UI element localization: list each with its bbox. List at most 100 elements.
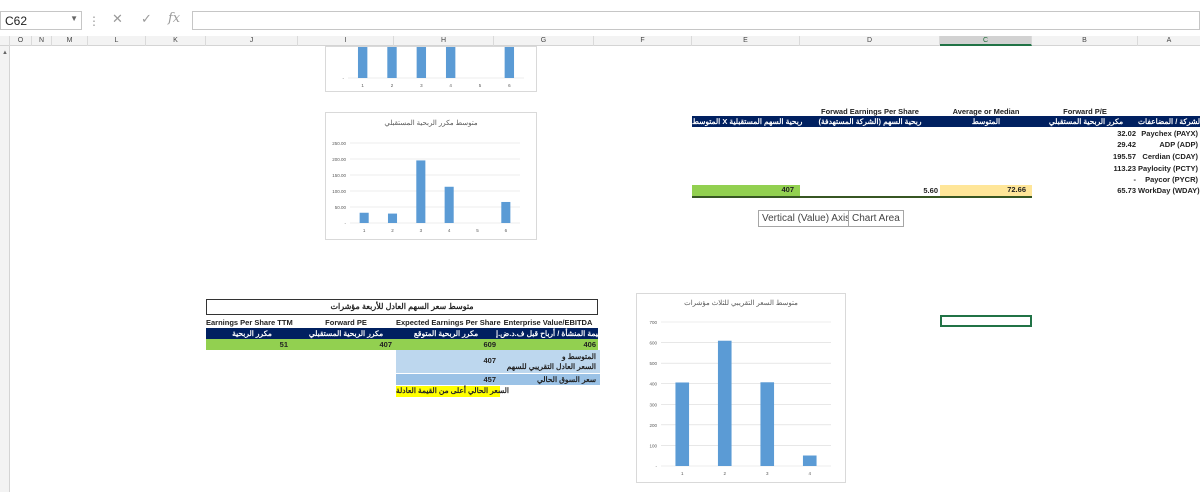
market-row	[396, 374, 600, 385]
chart-bar[interactable]	[760, 382, 775, 466]
y-tick-label: -	[345, 221, 347, 226]
x-tick-label: 4	[449, 83, 452, 88]
enter-icon[interactable]: ✓	[141, 11, 152, 26]
fair-value-title: متوسط سعر السهم العادل للأربعة مؤشرات	[206, 299, 598, 315]
more-options-icon[interactable]: ⋮	[88, 14, 100, 28]
product-value: 407	[692, 185, 800, 196]
select-all-corner[interactable]	[0, 36, 10, 46]
chevron-down-icon[interactable]: ▼	[70, 14, 78, 23]
chart-bar[interactable]	[416, 47, 427, 78]
x-tick-label: 2	[391, 83, 394, 88]
company-value: 195.57	[1113, 152, 1136, 161]
column-header-l[interactable]: L	[88, 36, 146, 46]
x-tick-label: 3	[766, 471, 769, 476]
column-header-o[interactable]: O	[10, 36, 32, 46]
column-header-b[interactable]: B	[1032, 36, 1138, 46]
company-name: WorkDay (WDAY)	[1138, 186, 1200, 195]
column-header-d[interactable]: D	[800, 36, 940, 46]
chart-bar[interactable]	[357, 47, 368, 78]
x-tick-label: 1	[361, 83, 364, 88]
chart-bar[interactable]	[802, 455, 817, 466]
header-en-forward-pe: Forward PE	[325, 318, 367, 327]
chart-bar[interactable]	[501, 201, 511, 223]
average-block	[396, 350, 600, 373]
eps-value: 5.60	[923, 186, 938, 195]
y-tick-label: 500	[649, 361, 657, 366]
x-tick-label: 2	[723, 471, 726, 476]
company-value: 32.02	[1117, 129, 1136, 138]
chart-area-tooltip: Chart Area	[848, 210, 904, 227]
company-name: ADP (ADP)	[1159, 140, 1198, 149]
chart-forward-pe-average[interactable]: متوسط مكرر الربحية المستقبلي - 50.00 100.0…	[325, 112, 537, 240]
y-tick-label: -	[656, 464, 658, 469]
value-forward-pe: 407	[379, 340, 392, 349]
company-name: Paylocity (PCTY)	[1138, 164, 1199, 173]
company-value: 65.73	[1117, 186, 1136, 195]
company-value: 113.23	[1113, 164, 1136, 173]
header-en-eps-ttm: Earnings Per Share TTM	[206, 318, 293, 327]
scroll-up-icon[interactable]: ▲	[2, 50, 8, 56]
y-tick-label: 150.00	[332, 173, 346, 178]
chart-bar[interactable]	[675, 382, 690, 466]
y-tick-label: 100	[649, 443, 657, 448]
column-header-j[interactable]: J	[206, 36, 298, 46]
x-tick-label: 3	[420, 228, 423, 233]
chart-bar[interactable]	[359, 212, 369, 223]
column-header-i[interactable]: I	[298, 36, 394, 46]
header-eps-ar: ربحية السهم (الشركة المستهدفة)	[800, 117, 940, 126]
chart-title: متوسط مكرر الربحية المستقبلي	[384, 120, 478, 127]
y-tick-label: 300	[649, 402, 657, 407]
y-tick-label: 200	[649, 423, 657, 428]
axis-tooltip: Vertical (Value) Axis	[758, 210, 855, 227]
header-en-ev-ebitda: Enterprise Value/EBITDA	[503, 318, 593, 327]
header-forward-pe: Forward P/E	[1063, 107, 1107, 116]
company-name: Paycor (PYCR)	[1145, 175, 1198, 184]
column-header-g[interactable]: G	[494, 36, 594, 46]
header-fwd-eps: Forwad Earnings Per Share	[821, 107, 919, 116]
y-tick-label: 200.00	[332, 157, 346, 162]
column-header-h[interactable]: H	[394, 36, 494, 46]
company-value: -	[1133, 175, 1137, 184]
y-tick-label: 100.00	[332, 189, 346, 194]
chart-bar[interactable]	[387, 213, 398, 223]
chart-bar[interactable]	[416, 160, 426, 223]
selected-cell[interactable]	[940, 315, 1032, 327]
insert-function-icon[interactable]: fx	[168, 11, 181, 26]
value-expected-eps: 609	[483, 340, 496, 349]
chart-bar[interactable]	[717, 340, 732, 466]
column-header-bar: O N M L K J I H G F E D C B A	[0, 36, 1200, 46]
value-ev-ebitda: 406	[583, 340, 596, 349]
market-value: 457	[483, 375, 496, 384]
average-fair-value: 407	[483, 356, 496, 365]
formula-bar: C62 ▼ ⋮ ✕ ✓ fx	[0, 8, 1200, 32]
header-company: الشركة / المضاعفات	[1138, 117, 1200, 126]
chart-fair-price-average[interactable]: متوسط السعر التقريبي للثلاث مؤشرات - 100 2…	[636, 293, 846, 483]
company-name: Cerdian (CDAY)	[1142, 152, 1198, 161]
formula-input[interactable]	[192, 11, 1200, 30]
cancel-icon[interactable]: ✕	[112, 11, 123, 26]
chart-bar[interactable]	[387, 47, 397, 78]
header-ar-pe: مكرر الربحية	[206, 329, 298, 338]
chart-bar[interactable]	[504, 47, 515, 78]
chart-svg: - 100 200 300 400 500 600 700 1 2 3 4	[649, 320, 831, 476]
x-tick-label: 5	[476, 228, 479, 233]
column-header-a[interactable]: A	[1166, 37, 1172, 44]
chart-bar[interactable]	[445, 47, 456, 78]
name-box[interactable]: C62 ▼	[0, 11, 82, 30]
x-tick-label: 4	[808, 471, 811, 476]
column-header-k[interactable]: K	[146, 36, 206, 46]
column-header-e[interactable]: E	[692, 36, 800, 46]
column-header-f[interactable]: F	[594, 36, 692, 46]
average-value: 72.66	[940, 185, 1032, 196]
row-border	[692, 196, 1032, 198]
y-tick-label: 600	[649, 341, 657, 346]
x-tick-label: 3	[420, 83, 423, 88]
column-header-c[interactable]: C	[940, 36, 1032, 46]
column-header-n[interactable]: N	[32, 36, 52, 46]
header-ar-forward-pe: مكرر الربحية المستقبلي	[298, 329, 394, 338]
valuation-note: السعر الحالي أعلى من القيمة العادلة	[396, 386, 509, 397]
chart-bar[interactable]	[444, 186, 454, 223]
column-header-m[interactable]: M	[52, 36, 88, 46]
